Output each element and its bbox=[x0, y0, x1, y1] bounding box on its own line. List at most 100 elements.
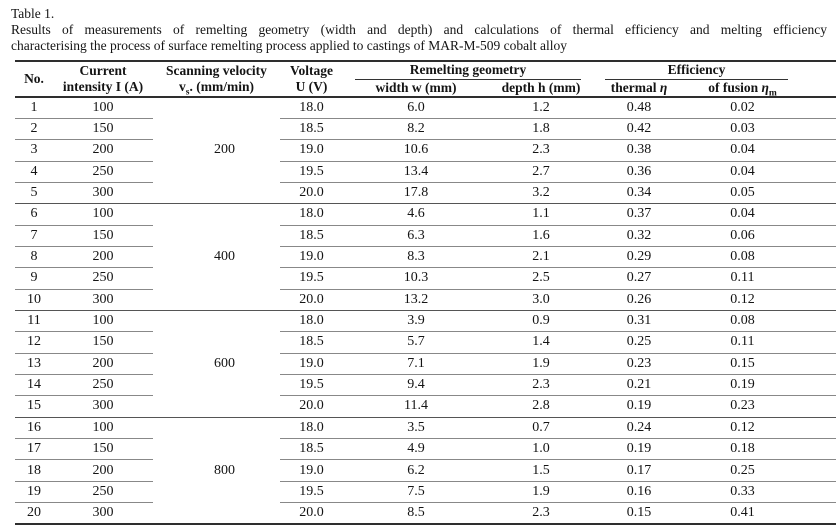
cell-current-intensity: 200 bbox=[53, 352, 153, 375]
cell-depth: 2.3 bbox=[489, 139, 594, 162]
cell-no: 3 bbox=[15, 139, 53, 162]
cell-filler bbox=[800, 267, 837, 290]
group-header-remelting-geometry-label: Remelting geometry bbox=[355, 62, 582, 80]
caption-line-2: characterising the process of surface re… bbox=[11, 38, 567, 53]
cell-scanning-velocity: 200 bbox=[214, 142, 235, 158]
caption-line-1: Results of measurements of remelting geo… bbox=[11, 22, 827, 37]
cell-depth: 1.9 bbox=[489, 352, 594, 375]
cell-depth: 2.5 bbox=[489, 267, 594, 290]
cell-current-intensity: 150 bbox=[53, 117, 153, 140]
cell-depth: 1.0 bbox=[489, 437, 594, 460]
cell-filler bbox=[800, 139, 837, 162]
cell-no: 15 bbox=[15, 395, 53, 418]
cell-fusion-efficiency: 0.15 bbox=[685, 352, 801, 375]
table-row: 10 300 20.0 13.2 3.0 0.26 0.12 bbox=[15, 288, 837, 311]
cell-current-intensity: 250 bbox=[53, 160, 153, 183]
cell-fusion-efficiency: 0.05 bbox=[685, 181, 801, 204]
cell-thermal-efficiency: 0.24 bbox=[593, 416, 686, 439]
cell-voltage: 19.5 bbox=[280, 267, 343, 290]
cell-width: 11.4 bbox=[343, 395, 489, 418]
scanning-unit: . (mm/min) bbox=[189, 78, 254, 94]
cell-no: 16 bbox=[15, 416, 53, 439]
cell-voltage: 20.0 bbox=[280, 288, 343, 311]
cell-thermal-efficiency: 0.23 bbox=[593, 352, 686, 375]
cell-filler bbox=[800, 224, 837, 247]
cell-thermal-efficiency: 0.36 bbox=[593, 160, 686, 183]
cell-fusion-efficiency: 0.19 bbox=[685, 373, 801, 396]
cell-width: 8.3 bbox=[343, 245, 489, 268]
table-row: 4 250 19.5 13.4 2.7 0.36 0.04 bbox=[15, 160, 837, 183]
cell-depth: 1.1 bbox=[489, 203, 594, 226]
cell-no: 9 bbox=[15, 267, 53, 290]
cell-fusion-efficiency: 0.41 bbox=[685, 502, 801, 525]
cell-width: 7.5 bbox=[343, 480, 489, 503]
cell-voltage: 18.5 bbox=[280, 331, 343, 354]
cell-fusion-efficiency: 0.23 bbox=[685, 395, 801, 418]
cell-no: 1 bbox=[30, 99, 38, 115]
col-header-no: No. bbox=[24, 71, 44, 86]
cell-voltage: 20.0 bbox=[280, 502, 343, 525]
col-header-scanning-velocity: Scanning velocity vs. (mm/min) bbox=[153, 61, 280, 97]
cell-voltage: 19.5 bbox=[280, 480, 343, 503]
col-header-current-intensity: Current intensity I (A) bbox=[53, 61, 153, 97]
col-header-current-line1: Current bbox=[79, 63, 127, 79]
col-header-current-line2: intensity I (A) bbox=[62, 78, 144, 94]
header-row-sub: width w (mm) depth h (mm) thermal η of f… bbox=[15, 79, 836, 98]
cell-thermal-efficiency: 0.19 bbox=[593, 395, 686, 418]
cell-width: 10.3 bbox=[343, 267, 489, 290]
cell-width: 4.9 bbox=[343, 437, 489, 460]
cell-current-intensity: 150 bbox=[53, 224, 153, 247]
cell-current-intensity: 100 bbox=[53, 203, 153, 226]
cell-depth: 0.9 bbox=[489, 309, 594, 332]
cell-filler bbox=[800, 395, 837, 418]
group-header-efficiency: Efficiency bbox=[593, 61, 800, 80]
cell-voltage: 18.5 bbox=[280, 117, 343, 140]
table-row: 5 300 20.0 17.8 3.2 0.34 0.05 bbox=[15, 181, 837, 204]
cell-current-intensity: 250 bbox=[53, 480, 153, 503]
cell-no: 5 bbox=[15, 181, 53, 204]
cell-depth: 1.6 bbox=[489, 224, 594, 247]
thermal-label: thermal bbox=[610, 79, 660, 95]
cell-thermal-efficiency: 0.42 bbox=[593, 117, 686, 140]
cell-thermal-efficiency: 0.26 bbox=[593, 288, 686, 311]
col-header-width: width w (mm) bbox=[375, 79, 457, 95]
col-header-voltage: Voltage U (V) bbox=[280, 61, 343, 97]
col-header-fusion-efficiency: of fusion ηm bbox=[685, 80, 800, 98]
cell-current-intensity: 200 bbox=[53, 139, 153, 162]
cell-fusion-efficiency: 0.04 bbox=[685, 160, 801, 183]
table-row: 20 300 20.0 8.5 2.3 0.15 0.41 bbox=[15, 502, 837, 525]
cell-current-intensity: 300 bbox=[53, 395, 153, 418]
cell-voltage: 19.0 bbox=[280, 245, 343, 268]
cell-filler bbox=[800, 437, 837, 460]
cell-depth: 0.7 bbox=[489, 416, 594, 439]
table-caption: Table 1. Results of measurements of reme… bbox=[11, 6, 827, 54]
scanning-symbol: v bbox=[179, 78, 186, 94]
cell-no: 14 bbox=[15, 373, 53, 396]
cell-no: 19 bbox=[15, 480, 53, 503]
cell-voltage: 19.0 bbox=[280, 352, 343, 375]
cell-fusion-efficiency: 0.08 bbox=[685, 245, 801, 268]
cell-current-intensity: 200 bbox=[53, 459, 153, 482]
cell-thermal-efficiency: 0.31 bbox=[593, 309, 686, 332]
cell-voltage: 18.0 bbox=[280, 309, 343, 332]
cell-depth: 2.1 bbox=[489, 245, 594, 268]
cell-width: 6.0 bbox=[407, 99, 425, 115]
cell-no: 13 bbox=[15, 352, 53, 375]
cell-width: 8.2 bbox=[343, 117, 489, 140]
col-header-voltage-line2: U (V) bbox=[295, 78, 328, 94]
header-filler bbox=[800, 61, 836, 97]
cell-filler bbox=[800, 352, 837, 375]
cell-voltage: 19.5 bbox=[280, 160, 343, 183]
cell-width: 3.5 bbox=[343, 416, 489, 439]
cell-filler bbox=[800, 97, 836, 119]
cell-filler bbox=[800, 245, 837, 268]
table-body: 1 100 200 18.0 6.0 1.2 0.48 0.02 2 150 18.5 8.2 1.8 0… bbox=[15, 97, 837, 525]
cell-depth: 2.3 bbox=[489, 373, 594, 396]
cell-voltage: 18.5 bbox=[280, 437, 343, 460]
col-header-thermal-efficiency: thermal η bbox=[593, 80, 685, 97]
cell-fusion-efficiency: 0.03 bbox=[685, 117, 801, 140]
table-row: 13 200 19.0 7.1 1.9 0.23 0.15 bbox=[15, 352, 837, 375]
cell-depth: 1.9 bbox=[489, 480, 594, 503]
table-row: 8 200 19.0 8.3 2.1 0.29 0.08 bbox=[15, 245, 837, 268]
cell-fusion-efficiency: 0.33 bbox=[685, 480, 801, 503]
